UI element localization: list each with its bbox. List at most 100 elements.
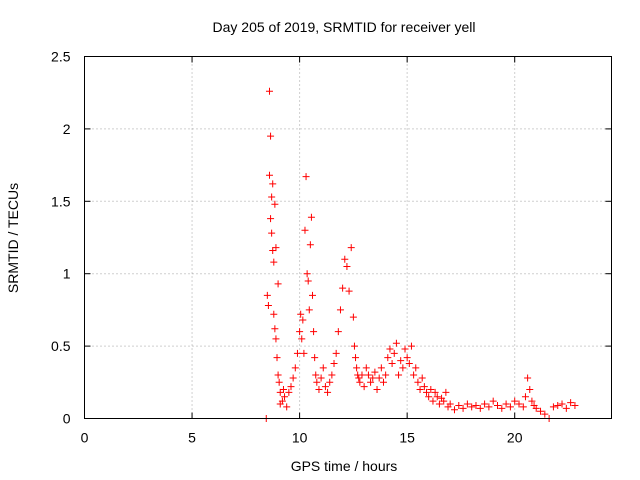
data-point bbox=[315, 386, 323, 394]
data-point bbox=[399, 364, 407, 372]
data-point bbox=[390, 349, 398, 357]
data-point bbox=[401, 345, 409, 353]
data-point bbox=[377, 364, 385, 372]
data-point bbox=[343, 262, 351, 270]
data-point bbox=[420, 383, 428, 391]
data-point bbox=[265, 171, 273, 179]
data-point bbox=[397, 357, 405, 365]
data-point bbox=[373, 386, 381, 394]
data-point bbox=[446, 400, 454, 408]
data-point bbox=[339, 284, 347, 292]
data-point bbox=[328, 371, 336, 379]
data-point bbox=[379, 378, 387, 386]
data-point bbox=[307, 213, 315, 221]
data-point bbox=[418, 374, 426, 382]
data-point bbox=[364, 371, 372, 379]
data-point bbox=[269, 247, 277, 255]
x-tick-label: 0 bbox=[81, 430, 89, 446]
data-point bbox=[324, 388, 332, 396]
data-point bbox=[279, 386, 287, 394]
data-point bbox=[303, 270, 311, 278]
data-point bbox=[273, 354, 281, 362]
data-point bbox=[506, 403, 514, 411]
data-point bbox=[271, 200, 279, 208]
data-point bbox=[334, 328, 342, 336]
y-tick-label: 2.5 bbox=[51, 49, 71, 65]
data-point bbox=[270, 310, 278, 318]
data-point bbox=[463, 400, 471, 408]
data-point bbox=[511, 397, 519, 405]
data-point bbox=[309, 291, 317, 299]
data-point bbox=[312, 371, 320, 379]
data-point bbox=[429, 397, 437, 405]
data-point bbox=[283, 403, 291, 411]
data-point bbox=[440, 397, 448, 405]
data-point bbox=[416, 386, 424, 394]
data-point bbox=[405, 359, 413, 367]
x-axis-label: GPS time / hours bbox=[291, 458, 398, 474]
data-point bbox=[367, 378, 375, 386]
data-point bbox=[306, 241, 314, 249]
data-point bbox=[296, 328, 304, 336]
data-point bbox=[310, 328, 318, 336]
data-point bbox=[297, 310, 305, 318]
data-point bbox=[549, 403, 557, 411]
data-point bbox=[412, 364, 420, 372]
data-point bbox=[528, 397, 536, 405]
data-point bbox=[498, 404, 506, 412]
data-point bbox=[515, 400, 523, 408]
data-point bbox=[332, 349, 340, 357]
data-point bbox=[269, 180, 277, 188]
data-point bbox=[541, 410, 549, 418]
data-point bbox=[476, 404, 484, 412]
data-point bbox=[521, 393, 529, 401]
data-point bbox=[537, 407, 545, 415]
data-point bbox=[524, 374, 532, 382]
data-point bbox=[407, 342, 415, 350]
data-point bbox=[567, 399, 575, 407]
data-point bbox=[298, 335, 306, 343]
y-tick-label: 0.5 bbox=[51, 338, 71, 354]
data-point bbox=[349, 313, 357, 321]
data-point bbox=[384, 354, 392, 362]
data-point bbox=[433, 393, 441, 401]
data-point bbox=[358, 371, 366, 379]
data-point bbox=[410, 371, 418, 379]
data-point bbox=[485, 403, 493, 411]
data-point bbox=[265, 87, 273, 95]
x-tick-label: 5 bbox=[188, 430, 196, 446]
data-point bbox=[519, 403, 527, 411]
data-point bbox=[272, 335, 280, 343]
data-point bbox=[435, 400, 443, 408]
data-point bbox=[369, 374, 377, 382]
data-point bbox=[562, 404, 570, 412]
data-point bbox=[274, 280, 282, 288]
data-point bbox=[263, 291, 271, 299]
data-point bbox=[353, 364, 361, 372]
data-point bbox=[388, 359, 396, 367]
data-point bbox=[304, 277, 312, 285]
data-point bbox=[341, 255, 349, 263]
data-point bbox=[270, 258, 278, 266]
data-point bbox=[558, 400, 566, 408]
data-point bbox=[395, 371, 403, 379]
data-point bbox=[326, 378, 334, 386]
data-point bbox=[425, 393, 433, 401]
data-point bbox=[281, 393, 289, 401]
data-point bbox=[311, 354, 319, 362]
data-point bbox=[382, 371, 390, 379]
data-point bbox=[352, 354, 360, 362]
data-point bbox=[267, 215, 275, 223]
data-point bbox=[502, 400, 510, 408]
data-point bbox=[481, 400, 489, 408]
data-point bbox=[489, 397, 497, 405]
data-point bbox=[360, 383, 368, 391]
data-point bbox=[268, 193, 276, 201]
data-point bbox=[275, 378, 283, 386]
data-point bbox=[305, 306, 313, 314]
data-point bbox=[375, 374, 383, 382]
data-point bbox=[291, 364, 299, 372]
data-point bbox=[321, 383, 329, 391]
data-point bbox=[278, 397, 286, 405]
